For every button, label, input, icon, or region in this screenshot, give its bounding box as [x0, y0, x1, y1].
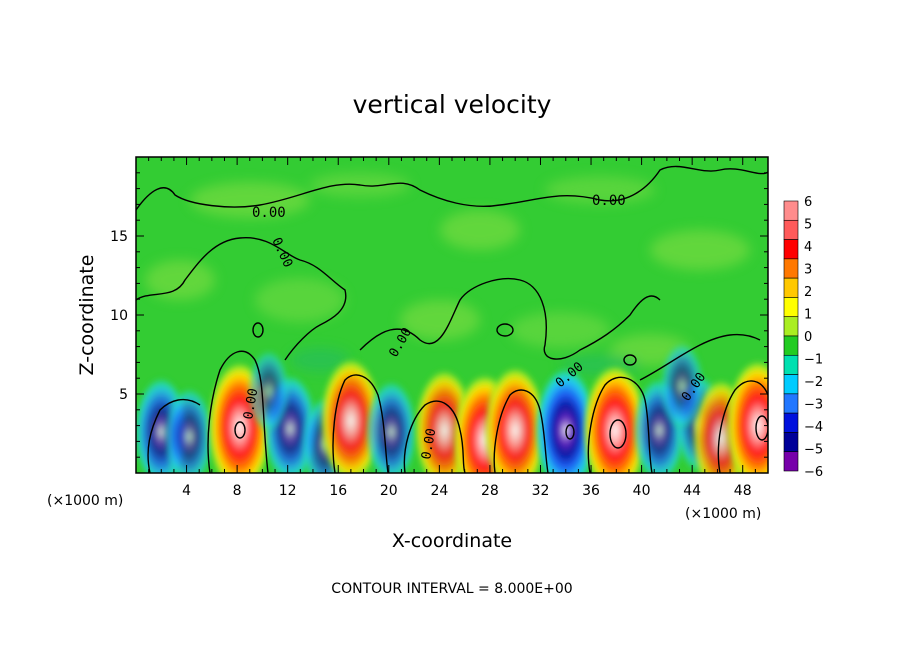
colorbar-swatch — [783, 393, 799, 414]
colorbar-label: 4 — [804, 240, 812, 255]
contour-core-4 — [565, 424, 575, 440]
contour-col-7 — [717, 380, 768, 473]
updraft-cell — [583, 364, 648, 473]
y-tick-label: 15 — [110, 229, 128, 245]
colorbar-label: −4 — [804, 420, 823, 435]
contour-mid-center — [359, 278, 661, 360]
x-unit-right: (×1000 m) — [685, 506, 761, 522]
x-tick-label: 24 — [430, 483, 448, 499]
colorbar-swatch — [783, 316, 799, 337]
colorbar-label: 5 — [804, 218, 812, 233]
x-axis-label: X-coordinate — [392, 530, 512, 552]
contour-blob-2 — [252, 322, 264, 338]
y-tick-label: 5 — [119, 387, 128, 403]
plot-area: 0.00 0.00 0.00 0.00 0.00 0.00 0.00 0.00 — [136, 157, 768, 473]
contour-col-3 — [332, 374, 389, 473]
x-tick-label: 48 — [734, 483, 752, 499]
contour-blob-3 — [623, 354, 637, 366]
contour-col-2 — [207, 350, 269, 473]
colorbar-swatch — [783, 219, 799, 240]
contour-label: 0.00 — [252, 205, 286, 221]
contour-mid-left — [136, 237, 347, 361]
colorbar-swatch — [783, 239, 799, 260]
x-tick-label: 4 — [182, 483, 191, 499]
colorbar-label: −6 — [804, 465, 823, 480]
contour-core-1 — [609, 419, 627, 449]
x-tick-label: 20 — [380, 483, 398, 499]
x-tick-label: 40 — [633, 483, 651, 499]
colorbar-swatch — [783, 412, 799, 433]
colorbar-label: 0 — [804, 330, 812, 345]
colorbar-label: 6 — [804, 195, 812, 210]
y-axis-label: Z-coordinate — [76, 255, 98, 376]
colorbar-label: 3 — [804, 263, 812, 278]
contour-col-1 — [147, 398, 201, 473]
x-tick-label: 8 — [233, 483, 242, 499]
colorbar-swatch — [783, 335, 799, 356]
colorbar-label: 1 — [804, 308, 812, 323]
colorbar-label: −3 — [804, 398, 823, 413]
colorbar-label: −5 — [804, 443, 823, 458]
colorbar-swatch — [783, 277, 799, 298]
x-unit-left: (×1000 m) — [47, 493, 123, 509]
downdraft-cell — [534, 366, 597, 473]
updraft-cell — [320, 357, 382, 473]
contour-blob-1 — [496, 323, 514, 337]
colorbar-label: −1 — [804, 353, 823, 368]
zero-contours — [136, 165, 768, 473]
x-tick-label: 12 — [279, 483, 297, 499]
y-tick-label: 10 — [110, 308, 128, 324]
y-axis: 5 10 15 — [110, 172, 768, 458]
contour-col-6 — [587, 376, 653, 473]
colorbar-label: −2 — [804, 375, 823, 390]
downdraft-cell — [165, 387, 214, 473]
x-tick-label: 16 — [329, 483, 347, 499]
contour-upper — [136, 165, 768, 211]
contour-interval: CONTOUR INTERVAL = 8.000E+00 — [331, 581, 572, 597]
contour-label: 0.00 — [241, 387, 261, 420]
colorbar-swatch — [783, 258, 799, 279]
contour-label: 0.00 — [419, 427, 439, 460]
contour-mid-right — [639, 333, 761, 381]
colorbar-label: 2 — [804, 285, 812, 300]
x-tick-label: 36 — [582, 483, 600, 499]
colorbar: 6 5 4 3 2 1 0 −1 −2 −3 −4 −5 −6 — [783, 195, 823, 480]
x-tick-label: 44 — [683, 483, 701, 499]
contour-label: 0.00 — [592, 193, 626, 209]
x-tick-label: 32 — [532, 483, 550, 499]
colorbar-swatch — [783, 200, 799, 221]
downdraft-cell — [366, 380, 417, 473]
updraft-cell — [725, 359, 768, 473]
colorbar-swatch — [783, 297, 799, 318]
contour-col-5 — [493, 389, 549, 473]
colorbar-swatch — [783, 451, 799, 472]
contour-col-4 — [403, 400, 466, 473]
x-axis: 4 8 12 16 20 24 28 32 36 40 44 48 — [148, 157, 756, 499]
contour-core-3 — [234, 421, 246, 439]
colorbar-swatch — [783, 374, 799, 395]
colorbar-swatch — [783, 432, 799, 453]
colorbar-swatch — [783, 354, 799, 375]
chart-title: vertical velocity — [353, 90, 552, 119]
downdraft-cell — [660, 342, 704, 430]
contour-core-2 — [755, 415, 768, 441]
x-tick-label: 28 — [481, 483, 499, 499]
